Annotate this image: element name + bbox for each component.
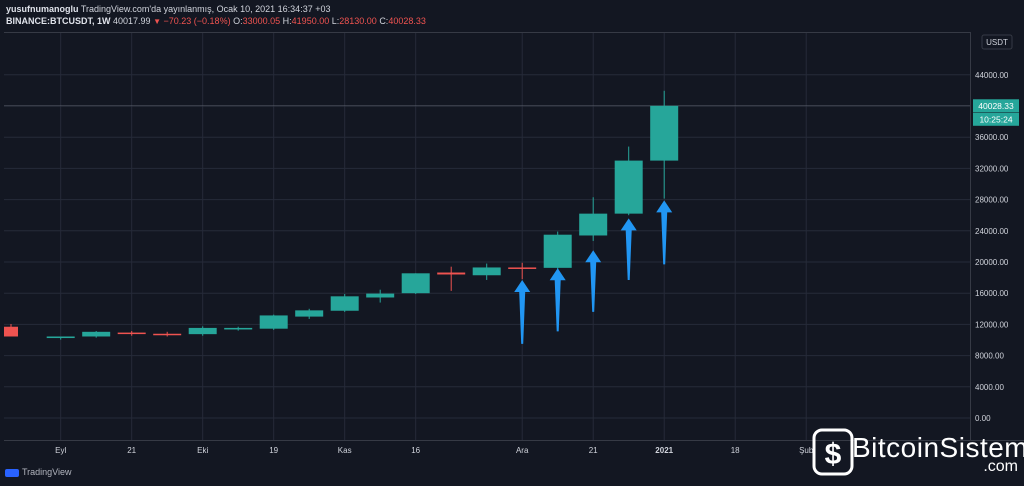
time-tick-label: Şub: [799, 446, 814, 455]
last-price-label: 40028.33: [978, 101, 1014, 111]
down-triangle-icon: ▼: [153, 17, 161, 26]
candle-body: [295, 310, 324, 317]
time-tick-label: 21: [589, 446, 598, 455]
candle-body: [46, 336, 75, 339]
candle-body: [579, 213, 608, 236]
arrow-shape: [549, 268, 566, 332]
annotation-arrows: [514, 200, 673, 344]
time-tick-label: 16: [411, 446, 420, 455]
arrow-shape: [656, 200, 673, 265]
close-value: 40028.33: [388, 16, 426, 26]
up-arrow-icon: [620, 218, 637, 280]
published-info: TradingView.com'da yayınlanmış, Ocak 10,…: [80, 4, 331, 14]
candle-body: [224, 327, 253, 330]
price-tick-label: 44000.00: [975, 71, 1009, 80]
candle-body: [508, 267, 537, 269]
candle-body: [188, 327, 217, 335]
chart-grid: [4, 32, 970, 440]
price-tick-label: 28000.00: [975, 196, 1009, 205]
low-label: L:: [331, 16, 340, 26]
last-price-badge: 40028.33: [973, 99, 1019, 113]
countdown-badge: 10:25:24: [973, 112, 1019, 126]
candle-body: [437, 272, 466, 275]
author-name[interactable]: yusufnumanoglu: [6, 4, 79, 14]
price-tick-label: 8000.00: [975, 352, 1004, 361]
bitcoinsistemi-watermark: $ BitcoinSistemi .com: [812, 428, 1024, 480]
candle-body: [401, 273, 430, 294]
symbol-label[interactable]: BINANCE:BTCUSDT, 1W: [6, 16, 111, 26]
open-label: O:: [233, 16, 243, 26]
candle-body: [153, 333, 182, 336]
time-tick-label: Kas: [338, 446, 352, 455]
countdown-label: 10:25:24: [979, 114, 1012, 124]
svg-text:$: $: [825, 438, 842, 471]
candle-body: [650, 105, 679, 161]
time-tick-label: 18: [731, 446, 740, 455]
high-value: 41950.00: [291, 16, 330, 26]
tradingview-brand: TradingView: [22, 467, 72, 477]
time-tick-label: Eki: [197, 446, 208, 455]
up-arrow-icon: [549, 268, 566, 332]
time-tick-label: 21: [127, 446, 136, 455]
up-arrow-icon: [585, 250, 602, 312]
watermark-name: BitcoinSistemi: [852, 432, 1024, 463]
price-tick-label: 0.00: [975, 414, 991, 423]
price-tick-label: 16000.00: [975, 289, 1009, 298]
tradingview-logo[interactable]: TradingView: [5, 467, 72, 477]
arrow-shape: [620, 218, 637, 280]
candle-body: [4, 326, 18, 337]
price-tick-label: 32000.00: [975, 164, 1009, 173]
candles: [4, 90, 679, 340]
candle-body: [330, 296, 359, 311]
arrow-shape: [514, 279, 531, 344]
price-axis[interactable]: 0.00 4000.00 8000.00 12000.00 16000.00 20000.…: [975, 71, 1009, 423]
last-value: 40017.99: [113, 16, 151, 26]
candle-body: [614, 160, 643, 214]
price-tick-label: 24000.00: [975, 227, 1009, 236]
price-tick-label: 4000.00: [975, 383, 1004, 392]
close-label: C:: [379, 16, 389, 26]
time-tick-label: 19: [269, 446, 278, 455]
arrow-shape: [585, 250, 602, 312]
bitcoin-b-icon: $: [812, 428, 854, 476]
candle-body: [543, 234, 572, 268]
header-line-2: BINANCE:BTCUSDT, 1W 40017.99 ▼ −70.23 (−…: [6, 16, 426, 26]
header-line-1: yusufnumanoglu TradingView.com'da yayınl…: [6, 4, 330, 14]
price-tick-label: 20000.00: [975, 258, 1009, 267]
candle-body: [82, 331, 111, 337]
chart-top-border: [4, 32, 970, 33]
candle-body: [366, 293, 395, 298]
price-tick-label: 36000.00: [975, 133, 1009, 142]
up-arrow-icon: [514, 279, 531, 344]
time-tick-label: Eyl: [55, 446, 66, 455]
candle-body: [472, 267, 501, 276]
unit-badge[interactable]: USDT: [981, 34, 1013, 50]
change-value: −70.23 (−0.18%): [163, 16, 231, 26]
tradingview-icon: [5, 468, 19, 477]
low-value: 28130.00: [339, 16, 377, 26]
open-value: 33000.05: [242, 16, 281, 26]
time-tick-label: Ara: [516, 446, 529, 455]
unit-label: USDT: [986, 38, 1008, 47]
watermark-suffix: .com: [983, 458, 1018, 475]
up-arrow-icon: [656, 200, 673, 265]
candle-body: [259, 315, 288, 329]
candle-body: [117, 332, 146, 335]
high-label: H:: [282, 16, 292, 26]
time-tick-label: 2021: [655, 446, 673, 455]
price-tick-label: 12000.00: [975, 320, 1009, 329]
time-axis[interactable]: Eyl 21 Eki 19 Kas 16 Ara 21 2021 18 Şub: [55, 446, 814, 455]
